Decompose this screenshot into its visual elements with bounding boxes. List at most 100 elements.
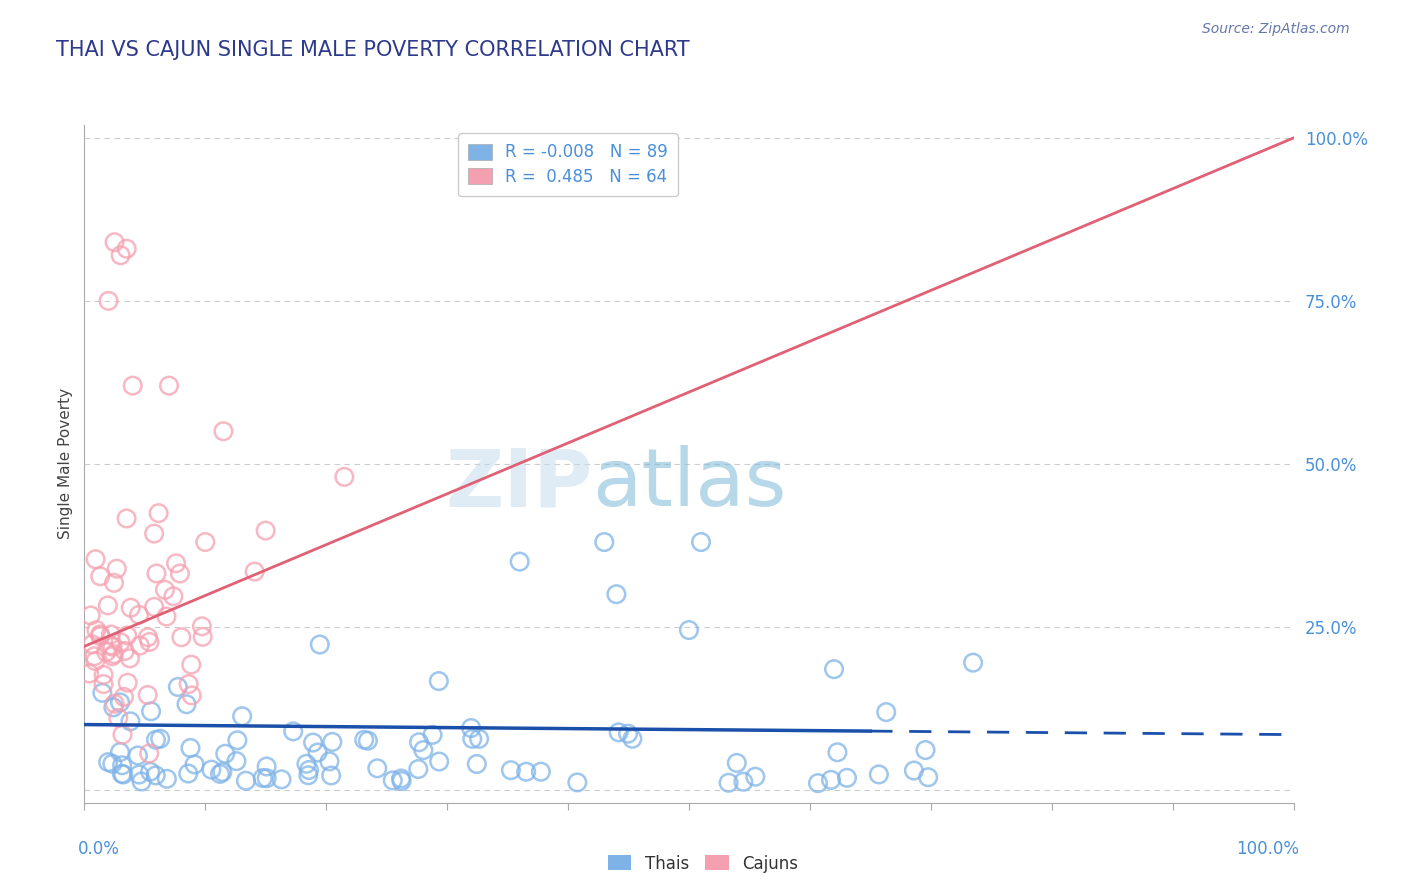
Point bbox=[157, 378, 180, 392]
Point bbox=[79, 608, 101, 623]
Point bbox=[104, 697, 127, 711]
Point bbox=[167, 680, 190, 694]
Point bbox=[127, 748, 149, 763]
Point bbox=[321, 768, 343, 782]
Point bbox=[143, 526, 166, 541]
Point bbox=[108, 695, 131, 709]
Point bbox=[103, 575, 125, 590]
Point bbox=[179, 741, 201, 756]
Point bbox=[107, 711, 129, 725]
Point bbox=[744, 770, 766, 784]
Point bbox=[177, 677, 200, 691]
Text: ZIP: ZIP bbox=[444, 445, 592, 524]
Point bbox=[408, 735, 430, 749]
Point bbox=[170, 630, 193, 644]
Point bbox=[408, 762, 430, 776]
Point bbox=[593, 535, 616, 549]
Point bbox=[128, 607, 150, 622]
Text: atlas: atlas bbox=[592, 445, 786, 524]
Point bbox=[690, 535, 713, 549]
Text: 100.0%: 100.0% bbox=[1236, 840, 1299, 858]
Point bbox=[89, 569, 111, 583]
Point bbox=[89, 629, 111, 643]
Point bbox=[111, 728, 134, 742]
Point bbox=[235, 773, 257, 788]
Point bbox=[145, 732, 167, 747]
Point bbox=[962, 656, 984, 670]
Point bbox=[717, 776, 740, 790]
Point bbox=[243, 565, 266, 579]
Point bbox=[118, 651, 141, 665]
Point bbox=[226, 733, 249, 747]
Point bbox=[111, 758, 134, 772]
Point bbox=[93, 677, 115, 691]
Point bbox=[139, 704, 162, 718]
Point bbox=[101, 649, 124, 664]
Point bbox=[117, 628, 139, 642]
Point bbox=[333, 470, 356, 484]
Point bbox=[129, 639, 152, 653]
Point bbox=[903, 764, 925, 778]
Point bbox=[835, 771, 858, 785]
Point bbox=[77, 666, 100, 681]
Point bbox=[110, 635, 132, 649]
Point bbox=[270, 772, 292, 787]
Point bbox=[115, 242, 138, 256]
Point bbox=[820, 772, 842, 787]
Point bbox=[148, 506, 170, 520]
Point bbox=[225, 754, 247, 768]
Point bbox=[121, 378, 143, 392]
Point bbox=[114, 644, 136, 658]
Point bbox=[103, 647, 125, 661]
Point bbox=[94, 645, 117, 659]
Point bbox=[468, 731, 491, 746]
Point bbox=[191, 630, 214, 644]
Point bbox=[111, 767, 134, 781]
Point bbox=[89, 627, 111, 641]
Text: THAI VS CAJUN SINGLE MALE POVERTY CORRELATION CHART: THAI VS CAJUN SINGLE MALE POVERTY CORREL… bbox=[56, 40, 690, 60]
Point bbox=[733, 774, 755, 789]
Point bbox=[138, 747, 160, 761]
Point bbox=[169, 566, 191, 581]
Point bbox=[621, 731, 644, 746]
Point bbox=[86, 623, 108, 637]
Point bbox=[391, 774, 413, 789]
Legend: Thais, Cajuns: Thais, Cajuns bbox=[602, 848, 804, 880]
Point bbox=[128, 767, 150, 781]
Point bbox=[256, 771, 278, 785]
Point bbox=[307, 746, 329, 760]
Point bbox=[100, 639, 122, 653]
Point bbox=[460, 721, 482, 735]
Point bbox=[136, 630, 159, 644]
Point bbox=[412, 743, 434, 757]
Point bbox=[139, 764, 162, 779]
Point bbox=[318, 755, 340, 769]
Point bbox=[194, 535, 217, 549]
Point bbox=[567, 775, 589, 789]
Point bbox=[465, 757, 488, 772]
Point bbox=[725, 756, 748, 770]
Point bbox=[297, 768, 319, 782]
Point bbox=[200, 763, 222, 777]
Point bbox=[117, 675, 139, 690]
Point bbox=[131, 774, 153, 789]
Point bbox=[308, 638, 330, 652]
Point bbox=[607, 725, 630, 739]
Point bbox=[914, 743, 936, 757]
Point bbox=[321, 735, 343, 749]
Point bbox=[80, 637, 103, 651]
Point bbox=[212, 424, 235, 438]
Point bbox=[191, 619, 214, 633]
Point bbox=[149, 731, 172, 746]
Point bbox=[153, 582, 176, 597]
Point bbox=[100, 627, 122, 641]
Point bbox=[138, 635, 160, 649]
Point bbox=[427, 755, 450, 769]
Point bbox=[295, 756, 318, 771]
Point bbox=[381, 773, 404, 788]
Point bbox=[422, 728, 444, 742]
Y-axis label: Single Male Poverty: Single Male Poverty bbox=[58, 388, 73, 540]
Point bbox=[110, 248, 132, 262]
Point bbox=[183, 757, 205, 772]
Point bbox=[103, 700, 125, 714]
